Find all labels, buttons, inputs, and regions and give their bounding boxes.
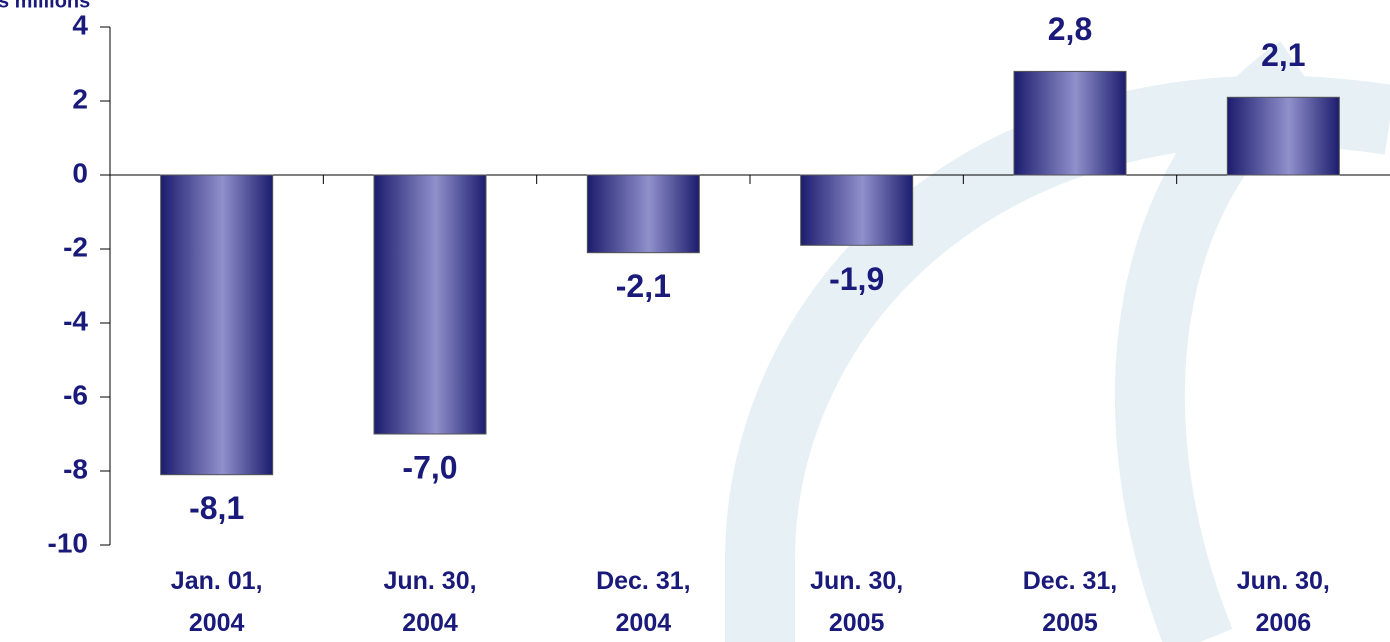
x-tick-label: Jun. 30, 2006 <box>1237 567 1330 637</box>
x-tick-label: Jun. 30, 2004 <box>383 567 476 637</box>
value-label: -8,1 <box>189 490 244 526</box>
y-tick-label: -6 <box>63 379 88 410</box>
bar <box>586 174 700 254</box>
x-tick-line: 2004 <box>189 609 245 637</box>
y-tick-label: -8 <box>63 453 88 484</box>
bar <box>1013 70 1127 176</box>
x-tick-label: Dec. 31, 2004 <box>596 567 691 637</box>
y-tick-label: 4 <box>72 9 88 40</box>
x-tick-line: 2005 <box>829 609 885 637</box>
y-tick-label: -10 <box>48 527 88 558</box>
x-tick-line: Jan. 01, <box>171 567 263 595</box>
x-tick-line: Dec. 31, <box>1023 567 1118 595</box>
x-tick-line: Jun. 30, <box>810 567 903 595</box>
x-tick-line: Jun. 30, <box>383 567 476 595</box>
x-tick-line: 2004 <box>616 609 672 637</box>
y-tick-label: 2 <box>72 83 88 114</box>
x-tick-label: Jan. 01, 2004 <box>171 567 263 637</box>
bar <box>1226 96 1340 176</box>
x-tick-line: Dec. 31, <box>596 567 691 595</box>
y-axis-label: s millions <box>0 0 90 12</box>
bar <box>160 174 274 476</box>
y-tick-label: -2 <box>63 231 88 262</box>
value-label: -7,0 <box>402 449 457 485</box>
x-tick-label: Dec. 31, 2005 <box>1023 567 1118 637</box>
y-tick-label: -4 <box>63 305 88 336</box>
x-tick-line: 2006 <box>1256 609 1312 637</box>
bar <box>800 174 914 246</box>
bar <box>373 174 487 435</box>
x-tick-line: Jun. 30, <box>1237 567 1330 595</box>
y-tick-label: 0 <box>72 157 88 188</box>
x-tick-label: Jun. 30, 2005 <box>810 567 903 637</box>
value-label: -1,9 <box>829 261 884 297</box>
value-label: 2,1 <box>1261 37 1305 73</box>
value-label: 2,8 <box>1048 11 1092 47</box>
x-tick-line: 2004 <box>402 609 458 637</box>
x-tick-line: 2005 <box>1042 609 1098 637</box>
value-label: -2,1 <box>616 268 671 304</box>
